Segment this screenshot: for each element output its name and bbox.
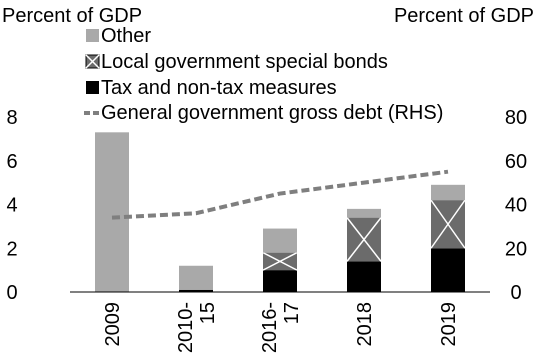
category-label-2-0: 2016- [259,302,281,353]
bar-2-3 [347,208,381,218]
legend-swatch-cross [85,54,100,69]
bar-0-2 [263,270,297,292]
left-tick-label: 6 [6,151,17,173]
right-tick-label: 80 [505,107,527,129]
legend-label-3: General government gross debt (RHS) [101,102,443,124]
legend-swatch-2 [86,81,99,94]
category-label-3: 2018 [354,302,376,347]
bar-2-0 [95,132,129,292]
right-tick-label: 60 [505,151,527,173]
bar-cross [262,251,298,271]
bar-cross [430,199,466,249]
bar-2-1 [179,265,213,290]
right-axis-title: Percent of GDP [394,5,534,27]
left-tick-label: 0 [6,282,17,304]
category-label-4: 2019 [438,302,460,347]
debt-line [111,169,449,220]
bar-0-1 [179,289,213,292]
left-tick-label: 2 [6,238,17,260]
category-label-1-1: 15 [197,302,219,324]
bar-cross [346,217,382,262]
bar-0-4 [431,248,465,292]
left-tick-label: 8 [6,107,17,129]
category-label-1-0: 2010- [175,302,197,353]
right-tick-label: 0 [510,282,521,304]
right-tick-label: 40 [505,195,527,217]
legend-swatch-0 [86,29,99,42]
bar-0-3 [347,261,381,292]
category-label-0: 2009 [102,302,124,347]
bar-2-4 [431,184,465,201]
legend-label-2: Tax and non-tax measures [101,77,337,99]
category-label-2-1: 17 [281,302,303,324]
legend-label-1: Local government special bonds [101,51,388,73]
right-tick-label: 20 [505,238,527,260]
legend-label-0: Other [101,25,151,47]
bar-2-2 [263,228,297,253]
left-axis-title: Percent of GDP [2,5,142,27]
left-tick-label: 4 [6,195,17,217]
